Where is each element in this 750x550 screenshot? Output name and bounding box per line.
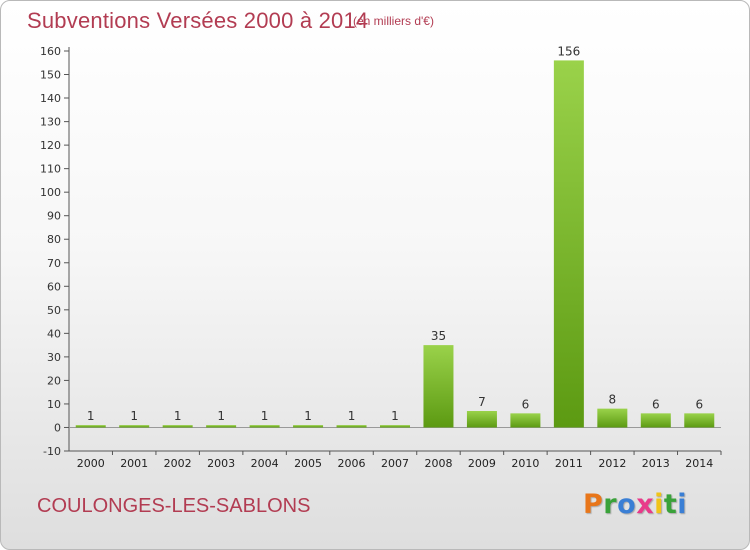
data-label: 1 (130, 409, 138, 423)
data-label: 1 (304, 409, 312, 423)
bar (510, 413, 541, 428)
logo-letter: t (663, 489, 678, 520)
x-tick-label: 2008 (424, 457, 452, 470)
y-tick-label: 100 (40, 186, 61, 199)
x-tick-label: 2012 (598, 457, 626, 470)
x-tick-label: 2010 (511, 457, 539, 470)
commune-name: COULONGES-LES-SABLONS (37, 495, 311, 517)
y-tick-label: 90 (47, 210, 61, 223)
logo-letter: r (603, 489, 618, 520)
y-tick-label: 0 (54, 421, 61, 434)
x-tick-label: 2007 (381, 457, 409, 470)
data-label: 1 (261, 409, 269, 423)
data-label: 1 (87, 409, 95, 423)
y-tick-label: 60 (47, 280, 61, 293)
logo-letter: x (636, 489, 655, 520)
x-tick-label: 2011 (555, 457, 583, 470)
bar (466, 411, 497, 428)
bar (162, 425, 193, 428)
data-labels: 1 1 1 1 1 1 1 1 35 7 6 156 8 6 6 (87, 44, 703, 423)
y-tick-label: 20 (47, 374, 61, 387)
y-tick-label: 130 (40, 116, 61, 129)
bar (597, 408, 628, 428)
data-label: 6 (652, 397, 660, 411)
y-tick-label: 150 (40, 69, 61, 82)
data-label: 1 (391, 409, 399, 423)
logo-letter: i (677, 489, 688, 520)
bar (336, 425, 367, 428)
bar (293, 425, 324, 428)
bar (640, 413, 671, 428)
y-tick-label: 110 (40, 163, 61, 176)
data-label: 6 (522, 397, 530, 411)
y-tick-label: 140 (40, 92, 61, 105)
data-label: 7 (478, 395, 486, 409)
bar (75, 425, 106, 428)
y-tick-label: 50 (47, 304, 61, 317)
chart-title: Subventions Versées 2000 à 2014 (27, 8, 369, 33)
x-tick-label: 2001 (120, 457, 148, 470)
x-tick-label: 2014 (685, 457, 713, 470)
bar (684, 413, 715, 428)
bar (553, 60, 584, 428)
x-tick-label: 2003 (207, 457, 235, 470)
y-tick-label: 120 (40, 139, 61, 152)
x-tick-label: 2005 (294, 457, 322, 470)
data-label: 1 (348, 409, 356, 423)
bars (75, 60, 715, 428)
y-tick-label: 70 (47, 257, 61, 270)
data-label: 8 (609, 393, 617, 407)
bar (206, 425, 237, 428)
x-tick-label: 2000 (77, 457, 105, 470)
x-tick-label: 2006 (338, 457, 366, 470)
logo-letter: i (654, 489, 664, 520)
logo-letter: o (617, 489, 637, 520)
chart-unit-label: (en milliers d'€) (353, 14, 434, 28)
bar (380, 425, 410, 428)
x-tick-label: 2004 (251, 457, 279, 470)
x-tick-label: 2013 (642, 457, 670, 470)
y-tick-label: 10 (47, 398, 61, 411)
bar (423, 345, 454, 428)
y-tick-label: 30 (47, 351, 61, 364)
y-tick-label: 80 (47, 233, 61, 246)
data-label: 156 (557, 44, 580, 58)
y-tick-label: -10 (43, 445, 61, 458)
data-label: 1 (174, 409, 182, 423)
data-label: 1 (217, 409, 225, 423)
proxiti-logo[interactable]: Proxiti (583, 489, 687, 520)
data-label: 35 (431, 329, 446, 343)
data-label: 6 (695, 397, 703, 411)
y-tick-label: 40 (47, 327, 61, 340)
x-tick-label: 2009 (468, 457, 496, 470)
bar (249, 425, 280, 428)
y-tick-label: 160 (40, 45, 61, 58)
bar (119, 425, 150, 428)
axes: -10 0 10 20 30 40 50 60 70 80 90 100 110 120 130 140 150… (40, 45, 722, 470)
logo-letter: P (583, 489, 604, 520)
x-tick-label: 2002 (164, 457, 192, 470)
